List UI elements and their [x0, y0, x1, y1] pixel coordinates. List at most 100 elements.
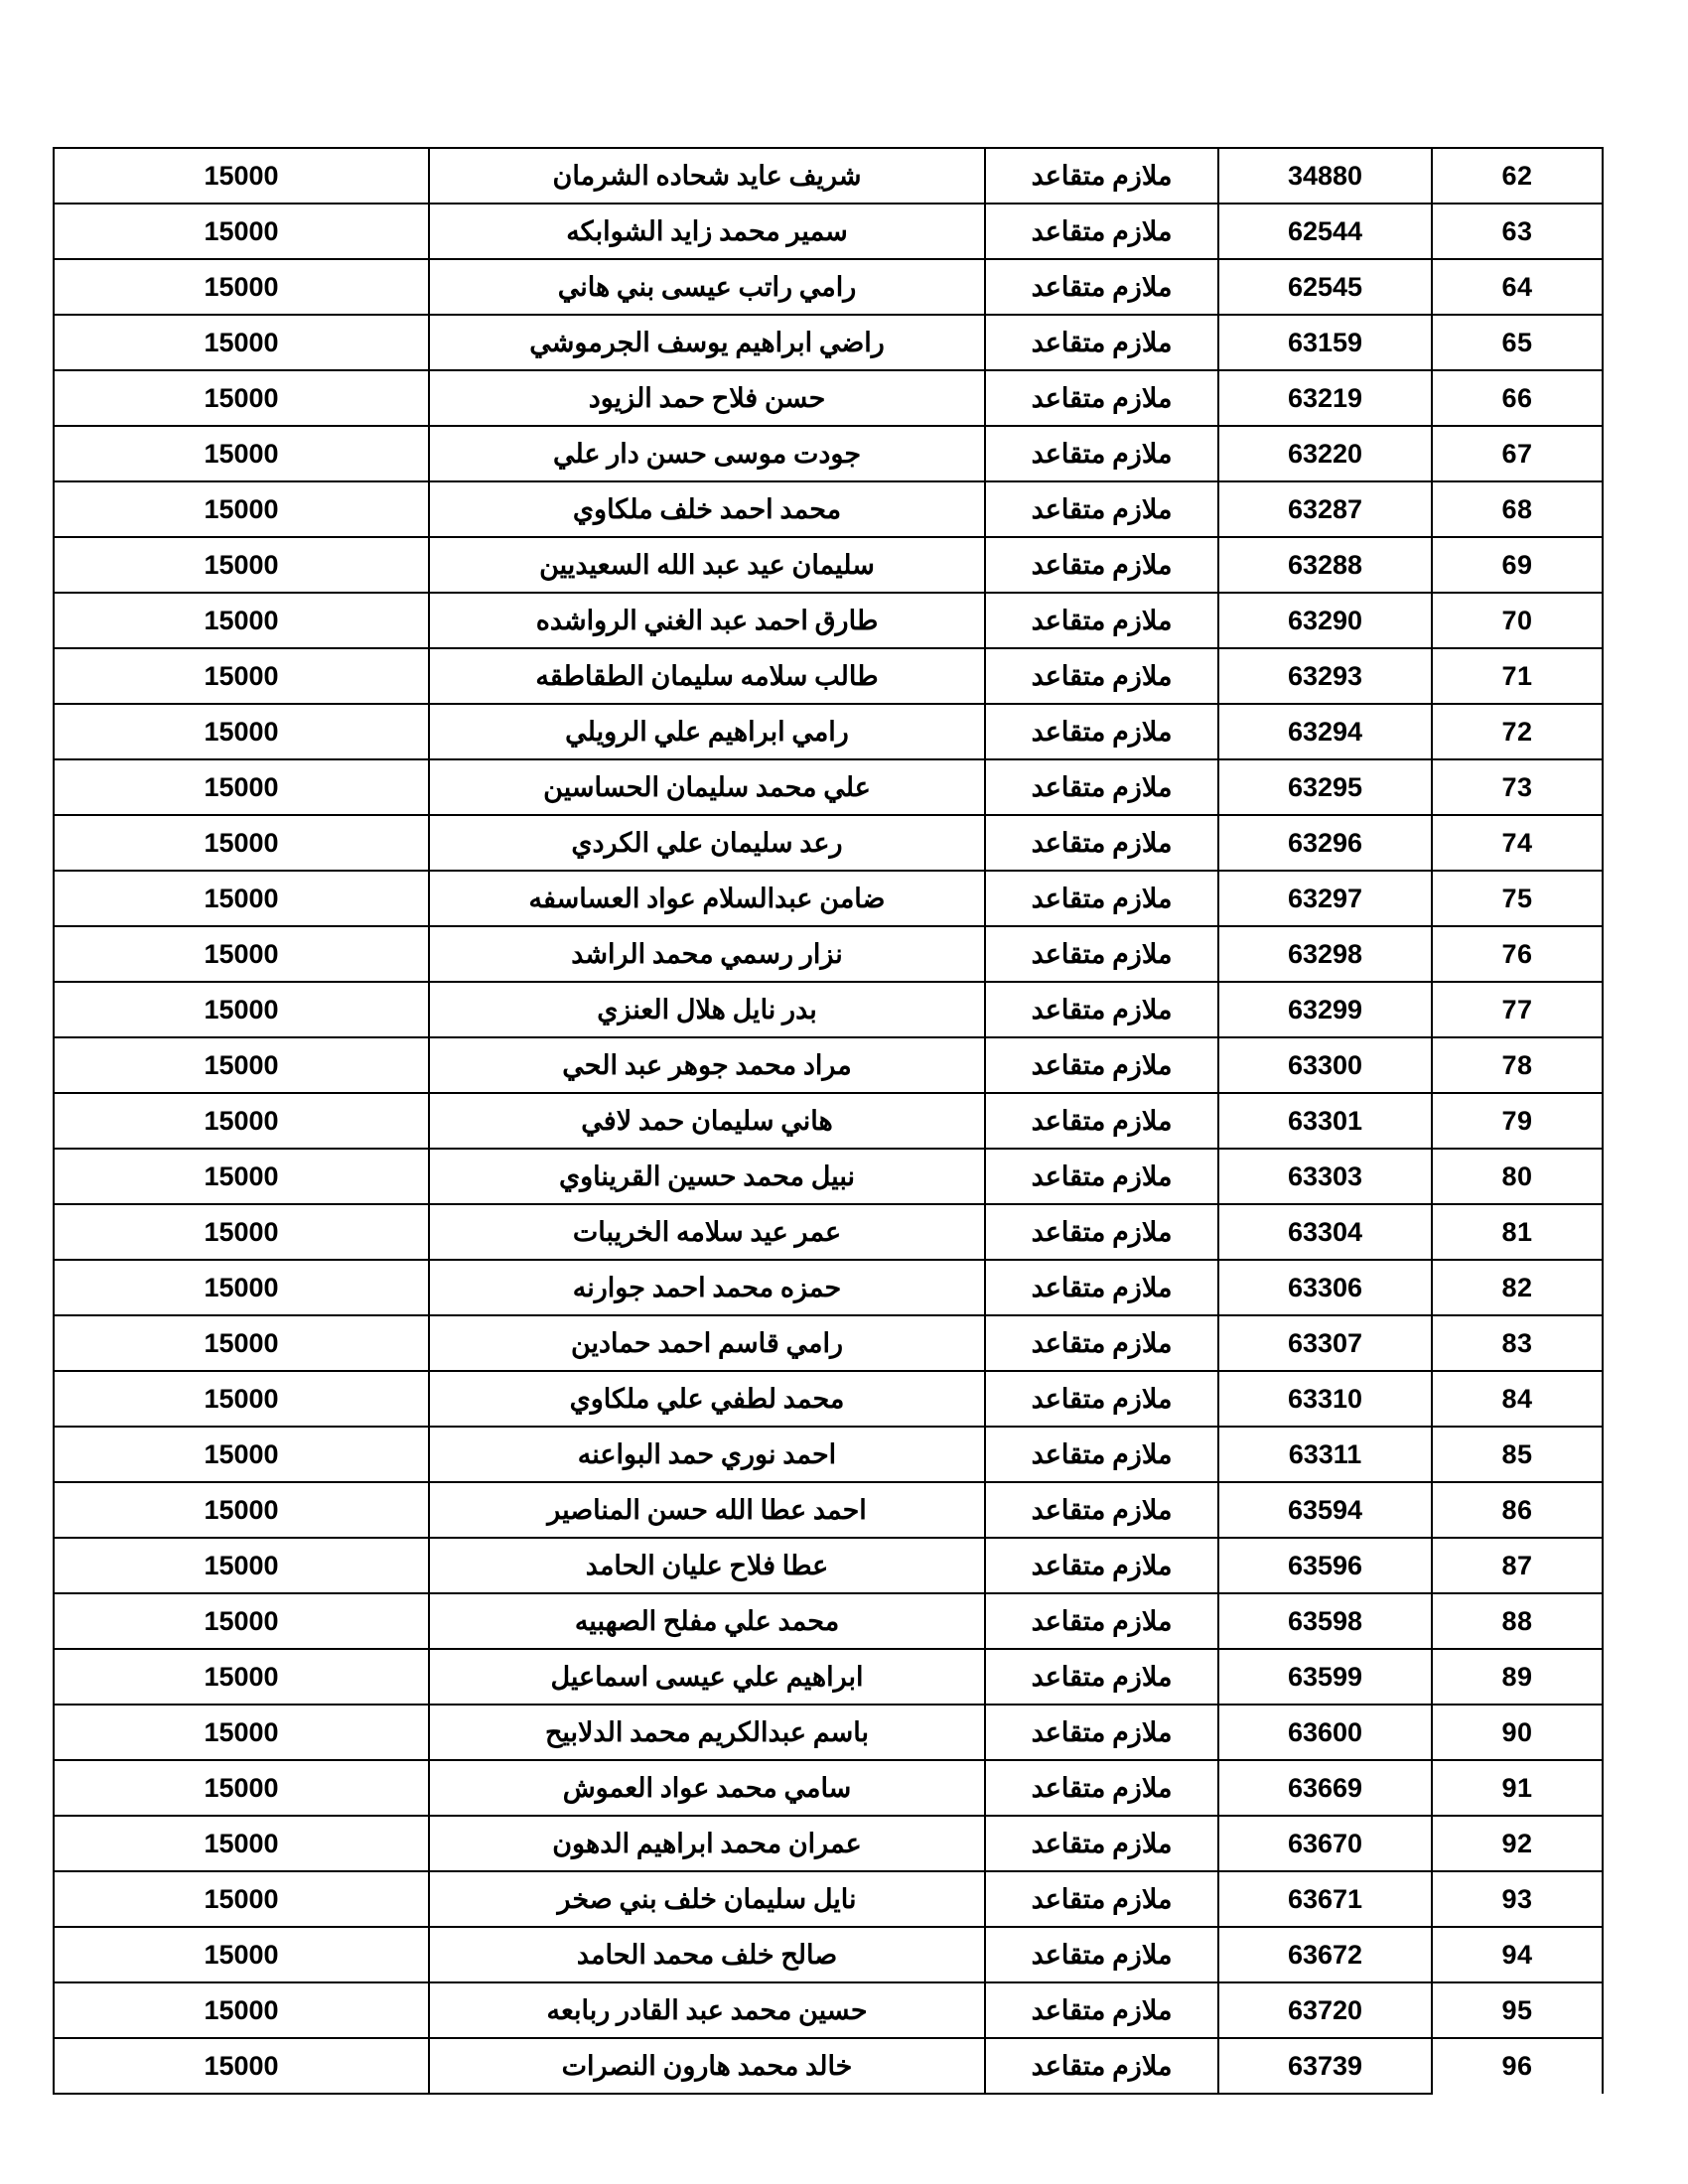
sequence-number-cell: 64	[1431, 258, 1604, 316]
sequence-number-cell: 83	[1431, 1314, 1604, 1372]
table-row: 64 62545 ملازم متقاعد رامي راتب عيسى بني ها…	[53, 258, 1604, 316]
full-name-cell: سمير محمد زايد الشوابكه	[428, 203, 986, 260]
table-row: 89 63599 ملازم متقاعد ابراهيم علي عيسى اسما…	[53, 1648, 1604, 1706]
full-name-cell: خالد محمد هارون النصرات	[428, 2037, 986, 2095]
full-name-cell: محمد علي مفلح الصهبيه	[428, 1592, 986, 1650]
full-name-cell: حمزه محمد احمد جوارنه	[428, 1259, 986, 1316]
amount-cell: 15000	[53, 425, 430, 482]
table-row: 87 63596 ملازم متقاعد عطا فلاح عليان الحامد…	[53, 1537, 1604, 1594]
full-name-cell: باسم عبدالكريم محمد الدلابيح	[428, 1704, 986, 1761]
amount-cell: 15000	[53, 814, 430, 872]
sequence-number-cell: 80	[1431, 1148, 1604, 1205]
id-number-cell: 63290	[1217, 592, 1433, 649]
id-number-cell: 63739	[1217, 2037, 1433, 2095]
id-number-cell: 63297	[1217, 870, 1433, 927]
rank-cell: ملازم متقاعد	[984, 647, 1219, 705]
rank-cell: ملازم متقاعد	[984, 536, 1219, 594]
amount-cell: 15000	[53, 1481, 430, 1539]
table-row: 73 63295 ملازم متقاعد علي محمد سليمان الحسا…	[53, 758, 1604, 816]
id-number-cell: 62544	[1217, 203, 1433, 260]
id-number-cell: 63287	[1217, 480, 1433, 538]
id-number-cell: 63306	[1217, 1259, 1433, 1316]
sequence-number-cell: 69	[1431, 536, 1604, 594]
full-name-cell: طالب سلامه سليمان الطقاطقه	[428, 647, 986, 705]
table-row: 79 63301 ملازم متقاعد هاني سليمان حمد لافي 1…	[53, 1092, 1604, 1150]
table-row: 81 63304 ملازم متقاعد عمر عيد سلامه الخريبا…	[53, 1203, 1604, 1261]
sequence-number-cell: 71	[1431, 647, 1604, 705]
sequence-number-cell: 96	[1431, 2037, 1604, 2094]
sequence-number-cell: 92	[1431, 1815, 1604, 1872]
rank-cell: ملازم متقاعد	[984, 1648, 1219, 1706]
id-number-cell: 63599	[1217, 1648, 1433, 1706]
full-name-cell: طارق احمد عبد الغني الرواشده	[428, 592, 986, 649]
full-name-cell: ضامن عبدالسلام عواد العساسفه	[428, 870, 986, 927]
rank-cell: ملازم متقاعد	[984, 1092, 1219, 1150]
table-row: 85 63311 ملازم متقاعد احمد نوري حمد البواعن…	[53, 1426, 1604, 1483]
table-row: 77 63299 ملازم متقاعد بدر نايل هلال العنزي 1…	[53, 981, 1604, 1038]
rank-cell: ملازم متقاعد	[984, 758, 1219, 816]
table-row: 76 63298 ملازم متقاعد نزار رسمي محمد الراشد…	[53, 925, 1604, 983]
full-name-cell: رامي قاسم احمد حمادين	[428, 1314, 986, 1372]
rank-cell: ملازم متقاعد	[984, 1592, 1219, 1650]
id-number-cell: 63303	[1217, 1148, 1433, 1205]
rank-cell: ملازم متقاعد	[984, 981, 1219, 1038]
rank-cell: ملازم متقاعد	[984, 1537, 1219, 1594]
full-name-cell: راضي ابراهيم يوسف الجرموشي	[428, 314, 986, 371]
sequence-number-cell: 66	[1431, 369, 1604, 427]
retirees-table: 62 34880 ملازم متقاعد شريف عايد شحاده الشرم…	[53, 147, 1604, 2095]
rank-cell: ملازم متقاعد	[984, 814, 1219, 872]
amount-cell: 15000	[53, 703, 430, 760]
rank-cell: ملازم متقاعد	[984, 369, 1219, 427]
full-name-cell: عمران محمد ابراهيم الدهون	[428, 1815, 986, 1872]
id-number-cell: 63295	[1217, 758, 1433, 816]
full-name-cell: رامي ابراهيم علي الرويلي	[428, 703, 986, 760]
id-number-cell: 63300	[1217, 1036, 1433, 1094]
rank-cell: ملازم متقاعد	[984, 480, 1219, 538]
id-number-cell: 63670	[1217, 1815, 1433, 1872]
table-row: 86 63594 ملازم متقاعد احمد عطا الله حسن الم…	[53, 1481, 1604, 1539]
sequence-number-cell: 94	[1431, 1926, 1604, 1983]
rank-cell: ملازم متقاعد	[984, 314, 1219, 371]
rank-cell: ملازم متقاعد	[984, 2037, 1219, 2095]
sequence-number-cell: 72	[1431, 703, 1604, 760]
full-name-cell: مراد محمد جوهر عبد الحي	[428, 1036, 986, 1094]
full-name-cell: سامي محمد عواد العموش	[428, 1759, 986, 1817]
id-number-cell: 63298	[1217, 925, 1433, 983]
id-number-cell: 63159	[1217, 314, 1433, 371]
table-row: 66 63219 ملازم متقاعد حسن فلاح حمد الزيود 15…	[53, 369, 1604, 427]
rank-cell: ملازم متقاعد	[984, 1704, 1219, 1761]
full-name-cell: ابراهيم علي عيسى اسماعيل	[428, 1648, 986, 1706]
rank-cell: ملازم متقاعد	[984, 1314, 1219, 1372]
id-number-cell: 62545	[1217, 258, 1433, 316]
table-row: 80 63303 ملازم متقاعد نبيل محمد حسين القرين…	[53, 1148, 1604, 1205]
amount-cell: 15000	[53, 1203, 430, 1261]
table-row: 96 63739 ملازم متقاعد خالد محمد هارون النصر…	[53, 2037, 1604, 2095]
sequence-number-cell: 70	[1431, 592, 1604, 649]
sequence-number-cell: 77	[1431, 981, 1604, 1038]
sequence-number-cell: 75	[1431, 870, 1604, 927]
id-number-cell: 63294	[1217, 703, 1433, 760]
rank-cell: ملازم متقاعد	[984, 1259, 1219, 1316]
id-number-cell: 63720	[1217, 1981, 1433, 2039]
id-number-cell: 63288	[1217, 536, 1433, 594]
amount-cell: 15000	[53, 870, 430, 927]
amount-cell: 15000	[53, 1648, 430, 1706]
rank-cell: ملازم متقاعد	[984, 1926, 1219, 1983]
rank-cell: ملازم متقاعد	[984, 1759, 1219, 1817]
full-name-cell: نزار رسمي محمد الراشد	[428, 925, 986, 983]
sequence-number-cell: 65	[1431, 314, 1604, 371]
sequence-number-cell: 87	[1431, 1537, 1604, 1594]
table-row: 92 63670 ملازم متقاعد عمران محمد ابراهيم ال…	[53, 1815, 1604, 1872]
sequence-number-cell: 62	[1431, 147, 1604, 205]
amount-cell: 15000	[53, 1759, 430, 1817]
sequence-number-cell: 89	[1431, 1648, 1604, 1706]
table-row: 95 63720 ملازم متقاعد حسين محمد عبد القادر …	[53, 1981, 1604, 2039]
rank-cell: ملازم متقاعد	[984, 1426, 1219, 1483]
table-row: 91 63669 ملازم متقاعد سامي محمد عواد العموش…	[53, 1759, 1604, 1817]
rank-cell: ملازم متقاعد	[984, 1815, 1219, 1872]
amount-cell: 15000	[53, 981, 430, 1038]
sequence-number-cell: 84	[1431, 1370, 1604, 1428]
full-name-cell: نايل سليمان خلف بني صخر	[428, 1870, 986, 1928]
id-number-cell: 63600	[1217, 1704, 1433, 1761]
